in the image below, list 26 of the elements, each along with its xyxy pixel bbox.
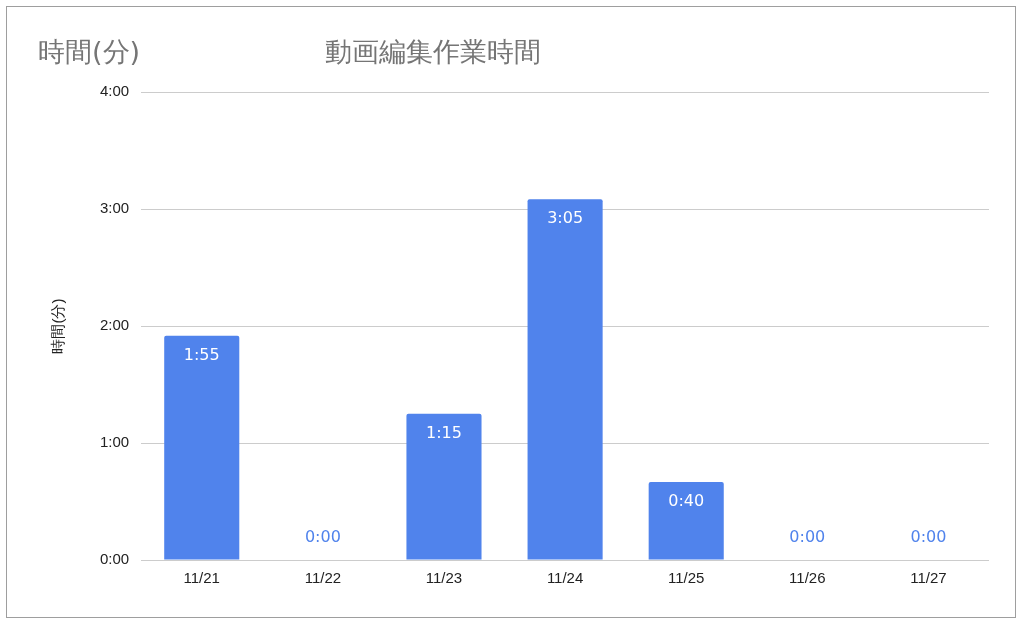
y-axis-title: 時間(分) xyxy=(49,298,67,354)
data-label: 1:15 xyxy=(426,422,462,442)
y-tick-label: 2:00 xyxy=(99,316,130,334)
bar xyxy=(164,335,240,560)
data-label: 1:55 xyxy=(183,344,220,364)
data-label: 0:00 xyxy=(789,527,826,547)
bar xyxy=(406,413,482,560)
x-tick-label: 11/27 xyxy=(910,569,947,587)
y-tick-label: 3:00 xyxy=(99,199,130,217)
text: 時間(分) xyxy=(38,35,141,69)
x-tick-label: 11/23 xyxy=(425,569,463,587)
bar xyxy=(648,482,724,560)
data-label: 3:05 xyxy=(547,208,584,228)
x-tick-label: 11/22 xyxy=(304,569,342,587)
data-label: 0:00 xyxy=(304,527,341,547)
y-tick-label: 0:00 xyxy=(99,550,130,568)
data-label: 0:00 xyxy=(910,527,947,547)
y-tick-label: 4:00 xyxy=(99,82,130,100)
bar xyxy=(527,199,603,560)
data-label: 0:40 xyxy=(668,491,705,511)
x-tick-label: 11/21 xyxy=(183,569,220,587)
x-tick-label: 11/26 xyxy=(789,569,826,587)
y-tick-label: 1:00 xyxy=(99,433,130,451)
chart-title: 動画編集作業時間 xyxy=(325,35,541,69)
x-tick-label: 11/24 xyxy=(546,569,584,587)
x-tick-label: 11/25 xyxy=(667,569,705,587)
